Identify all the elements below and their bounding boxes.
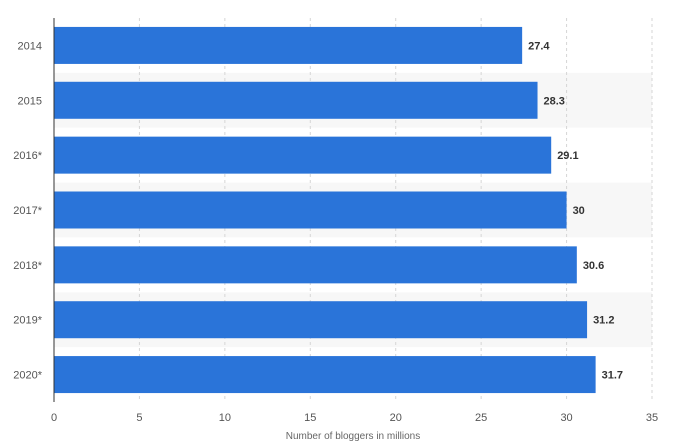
y-tick-label: 2017* bbox=[13, 205, 42, 217]
bar bbox=[54, 246, 577, 284]
y-tick-label: 2016* bbox=[13, 150, 42, 162]
y-tick-label: 2015 bbox=[18, 95, 42, 107]
data-label: 31.2 bbox=[593, 315, 614, 327]
y-tick-label: 2014 bbox=[18, 40, 42, 52]
x-tick-label: 0 bbox=[51, 412, 57, 424]
data-label: 29.1 bbox=[557, 150, 578, 162]
x-tick-label: 30 bbox=[560, 412, 572, 424]
x-axis-tick-labels: 0 5 10 15 20 25 30 35 bbox=[51, 412, 658, 424]
x-tick-label: 20 bbox=[390, 412, 402, 424]
x-tick-label: 5 bbox=[136, 412, 142, 424]
bars bbox=[54, 26, 596, 394]
bar bbox=[54, 356, 596, 394]
bar bbox=[54, 81, 538, 119]
data-label: 30.6 bbox=[583, 260, 604, 272]
y-tick-label: 2020* bbox=[13, 370, 42, 382]
data-label: 31.7 bbox=[602, 370, 623, 382]
bar bbox=[54, 301, 588, 339]
data-label: 28.3 bbox=[544, 95, 565, 107]
x-tick-label: 35 bbox=[646, 412, 658, 424]
x-tick-label: 25 bbox=[475, 412, 487, 424]
y-axis-tick-labels: 2014 2015 2016* 2017* 2018* 2019* 2020* bbox=[13, 40, 42, 381]
y-tick-label: 2019* bbox=[13, 315, 42, 327]
value-labels: 27.4 28.3 29.1 30 30.6 31.2 31.7 bbox=[528, 40, 623, 381]
bar bbox=[54, 136, 552, 174]
y-tick-label: 2018* bbox=[13, 260, 42, 272]
data-label: 30 bbox=[573, 205, 585, 217]
x-tick-label: 10 bbox=[219, 412, 231, 424]
x-tick-label: 15 bbox=[304, 412, 316, 424]
data-label: 27.4 bbox=[528, 40, 550, 52]
bar bbox=[54, 191, 567, 229]
bar bbox=[54, 26, 523, 64]
x-axis-title: Number of bloggers in millions bbox=[286, 431, 421, 442]
